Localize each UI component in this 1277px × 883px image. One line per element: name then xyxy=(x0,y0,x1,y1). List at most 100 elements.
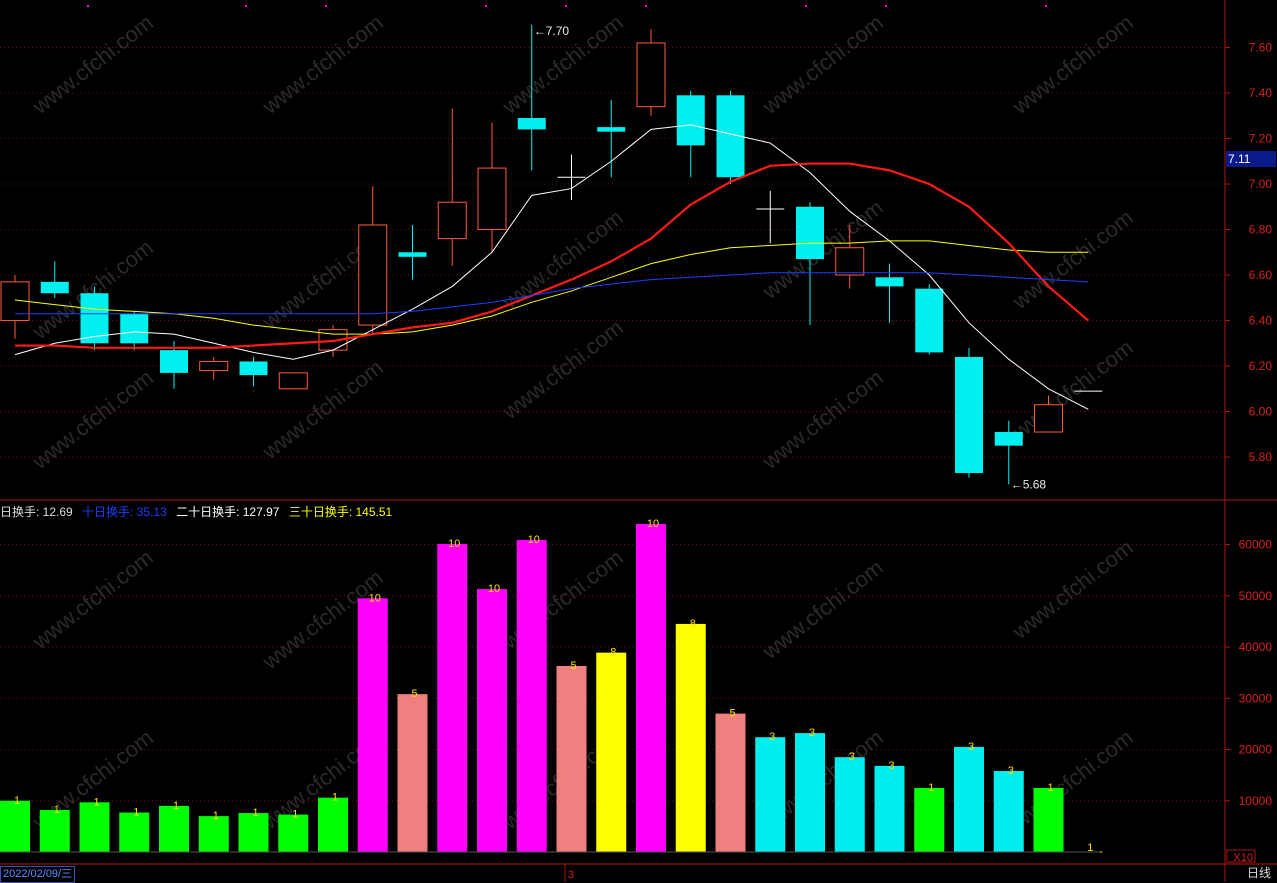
watermark-text: www.cfchi.com xyxy=(27,10,158,120)
volume-bar-label: 8 xyxy=(610,647,616,659)
volume-bar-label: 1 xyxy=(93,796,99,808)
volume-bar xyxy=(238,813,269,852)
volume-bar xyxy=(993,771,1024,852)
candle-body xyxy=(477,167,507,231)
volume-bar-label: 5 xyxy=(570,660,576,672)
period-marker-dot xyxy=(485,5,487,7)
volume-bar-label: 1 xyxy=(213,810,219,822)
legend-30day-turnover: 三十日换手: 145.51 xyxy=(288,505,393,519)
volume-tick-label: 30000 xyxy=(1239,691,1273,705)
volume-bar-label: 8 xyxy=(690,618,696,630)
period-marker-dot xyxy=(885,5,887,7)
last-price-tag: 7.11 xyxy=(1228,152,1251,166)
volume-tick-label: 60000 xyxy=(1239,538,1273,552)
volume-bar-label: 1 xyxy=(173,800,179,812)
moving-average-line xyxy=(15,162,1089,349)
volume-tick-label: 10000 xyxy=(1239,794,1273,808)
volume-bar xyxy=(0,800,30,852)
watermark-text: www.cfchi.com xyxy=(27,365,158,475)
watermark-text: www.cfchi.com xyxy=(257,355,388,465)
volume-bar-label: 10 xyxy=(488,583,500,595)
volume-bar-label: 3 xyxy=(769,731,775,743)
volume-bar-label: 5 xyxy=(411,688,417,700)
candle-body xyxy=(199,360,229,372)
volume-bar xyxy=(636,524,666,852)
candle-body xyxy=(278,372,308,390)
price-tick-label: 6.60 xyxy=(1249,268,1273,282)
candle-body xyxy=(358,224,388,326)
period-marker-dot xyxy=(1045,5,1047,7)
period-marker-dot xyxy=(645,5,647,7)
legend-10day-turnover: 十日换手: 35.13 xyxy=(82,505,167,519)
volume-bar-label: 10 xyxy=(448,538,460,550)
low-annotation: ←5.68 xyxy=(1011,477,1047,491)
volume-bar-label: 10 xyxy=(369,592,381,604)
candle-body xyxy=(239,361,268,376)
volume-bar xyxy=(39,809,70,852)
volume-bar xyxy=(914,787,945,852)
watermark-text: www.cfchi.com xyxy=(757,10,888,120)
period-label[interactable]: 日线 xyxy=(1246,866,1271,880)
volume-bar-label: 1 xyxy=(133,807,139,819)
price-tick-label: 5.80 xyxy=(1249,450,1273,464)
candle-body xyxy=(915,288,944,353)
watermark-text: www.cfchi.com xyxy=(1007,725,1138,835)
moving-average-line xyxy=(15,272,1089,315)
period-marker-dot xyxy=(87,5,89,7)
price-tick-label: 7.00 xyxy=(1249,177,1273,191)
watermark-text: www.cfchi.com xyxy=(1007,535,1138,645)
candle-body xyxy=(835,247,865,276)
volume-bar xyxy=(79,802,110,852)
candle-body xyxy=(120,313,149,344)
watermark-text: www.cfchi.com xyxy=(757,365,888,475)
candle-body xyxy=(875,277,904,287)
volume-bar xyxy=(318,797,348,852)
date-label[interactable]: 2022/02/09/三 xyxy=(0,866,76,883)
moving-average-line xyxy=(14,240,1089,335)
watermark-text: www.cfchi.com xyxy=(1007,335,1138,445)
volume-bar xyxy=(795,733,825,852)
volume-bar-label: 10 xyxy=(528,534,540,546)
volume-bar xyxy=(119,812,150,852)
period-marker-dot xyxy=(325,5,327,7)
candle-body xyxy=(955,356,983,473)
volume-bar-label: 5 xyxy=(729,708,735,720)
last-price-tag-box xyxy=(1226,150,1276,167)
volume-tick-label: 20000 xyxy=(1239,743,1273,757)
watermark-text: www.cfchi.com xyxy=(497,315,628,425)
volume-bar xyxy=(596,652,627,852)
candle-body xyxy=(40,281,69,294)
volume-bar-label: 3 xyxy=(809,727,815,739)
volume-bar xyxy=(477,589,507,852)
watermark-text: www.cfchi.com xyxy=(257,10,388,120)
volume-bar-label: 1 xyxy=(54,804,60,816)
period-marker-dot xyxy=(805,5,807,7)
volume-bar-label: 3 xyxy=(1008,765,1014,777)
moving-average-line xyxy=(14,124,1089,410)
price-tick-label: 6.40 xyxy=(1249,314,1273,328)
candle-body xyxy=(398,252,427,257)
volume-bar xyxy=(675,623,706,852)
price-tick-label: 6.80 xyxy=(1249,223,1273,237)
candle-body xyxy=(160,350,188,373)
volume-bar xyxy=(159,805,189,852)
turnover-legend: 日换手: 12.69 十日换手: 35.13 二十日换手: 127.97 三十日… xyxy=(0,503,398,520)
volume-bar-label: 1 xyxy=(332,792,338,804)
volume-bar-label: 1 xyxy=(1087,842,1093,854)
volume-unit-label: X10 xyxy=(1233,852,1253,864)
volume-bar xyxy=(874,765,905,852)
volume-bar xyxy=(556,665,587,852)
candle-body xyxy=(1034,404,1063,433)
watermark-text: www.cfchi.com xyxy=(27,545,158,655)
volume-bar-label: 1 xyxy=(928,782,934,794)
candle-body xyxy=(676,95,705,146)
month-marker: 3 xyxy=(568,869,574,881)
volume-bar xyxy=(357,598,388,852)
volume-bar-label: 1 xyxy=(14,795,20,807)
candle-body xyxy=(636,42,666,108)
watermark-text: www.cfchi.com xyxy=(497,545,628,655)
volume-bar-label: 1 xyxy=(292,809,298,821)
volume-bar xyxy=(954,746,984,852)
watermark-text: www.cfchi.com xyxy=(757,555,888,665)
price-tick-label: 7.40 xyxy=(1249,86,1273,100)
